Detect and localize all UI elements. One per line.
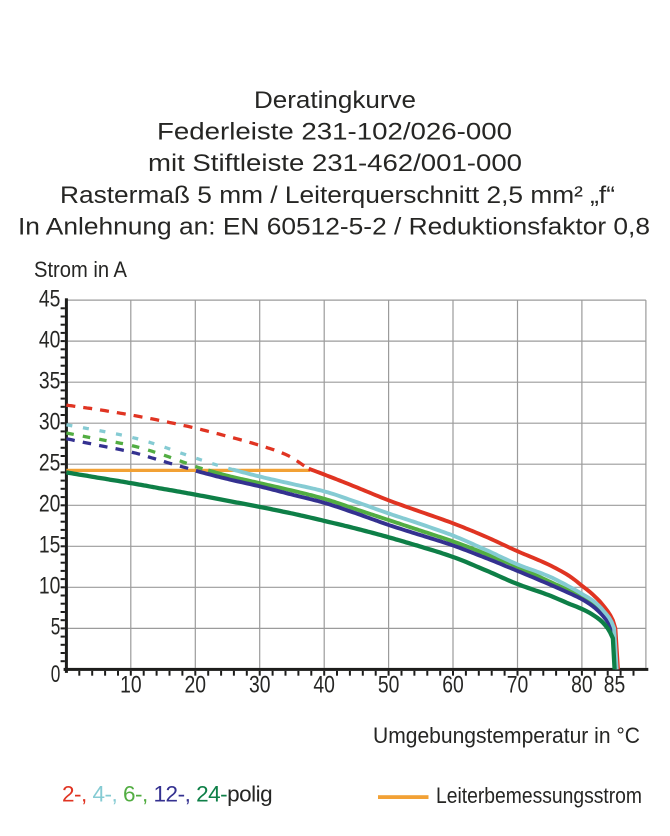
svg-text:35: 35: [39, 367, 61, 394]
svg-text:40: 40: [313, 672, 335, 699]
svg-text:Umgebungstemperatur in °C: Umgebungstemperatur in °C: [373, 723, 640, 748]
svg-text:10: 10: [39, 573, 61, 600]
svg-text:10: 10: [120, 672, 142, 699]
svg-text:50: 50: [378, 672, 400, 699]
svg-text:Rastermaß 5 mm / Leiterquersch: Rastermaß 5 mm / Leiterquerschnitt 2,5 m…: [60, 182, 615, 209]
svg-text:0: 0: [51, 661, 61, 688]
svg-text:80: 80: [571, 672, 593, 699]
svg-text:85: 85: [604, 672, 626, 699]
svg-text:30: 30: [39, 408, 61, 435]
svg-text:40: 40: [39, 326, 61, 353]
svg-text:In Anlehnung an: EN 60512-5-2: In Anlehnung an: EN 60512-5-2 / Reduktio…: [18, 213, 650, 240]
svg-text:Leiterbemessungsstrom: Leiterbemessungsstrom: [436, 783, 642, 808]
svg-text:20: 20: [39, 491, 61, 518]
svg-text:15: 15: [39, 532, 61, 559]
svg-text:mit Stiftleiste 231-462/001-00: mit Stiftleiste 231-462/001-000: [148, 150, 522, 177]
svg-text:45: 45: [39, 285, 61, 312]
svg-text:Deratingkurve: Deratingkurve: [254, 87, 416, 114]
svg-text:25: 25: [39, 450, 61, 477]
svg-text:20: 20: [185, 672, 207, 699]
svg-text:2-, 4-, 6-, 12-, 24-polig: 2-, 4-, 6-, 12-, 24-polig: [62, 782, 272, 807]
svg-text:5: 5: [51, 614, 61, 641]
svg-text:Federleiste 231-102/026-000: Federleiste 231-102/026-000: [157, 119, 512, 146]
svg-text:Strom in A: Strom in A: [34, 257, 127, 282]
svg-text:70: 70: [507, 672, 529, 699]
svg-text:60: 60: [442, 672, 464, 699]
svg-text:30: 30: [249, 672, 271, 699]
